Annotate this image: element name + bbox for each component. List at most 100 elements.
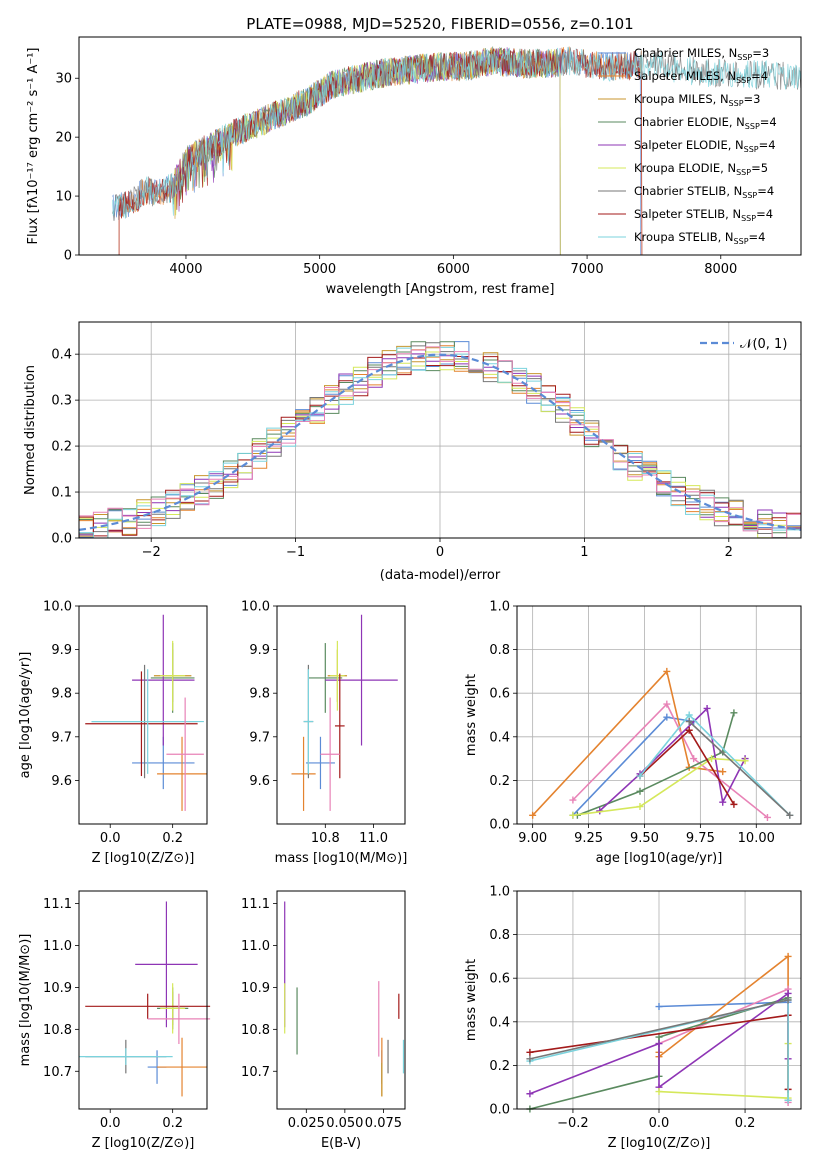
x-tick-label: 0.0: [100, 831, 121, 846]
axes-frame: [78, 605, 208, 825]
weight-marker: [730, 709, 738, 717]
x-tick-label: 0.2: [162, 1116, 183, 1131]
weight-marker: [655, 1003, 663, 1011]
y-axis-label: age [log10(age/yr)]: [18, 652, 33, 779]
weight-marker: [685, 726, 693, 734]
spectrum-legend: Chabrier MILES, NSSP=3 Salpeter MILES, NS…: [598, 46, 777, 246]
y-tick-label: 9.9: [249, 643, 270, 658]
weight-series-line: [688, 720, 791, 816]
y-tick-label: 0.6: [489, 972, 510, 987]
weight-marker: [685, 718, 693, 726]
x-tick-label: 4000: [169, 262, 202, 277]
y-tick-label: 0.4: [489, 1015, 510, 1030]
y-axis-label: mass weight: [464, 959, 479, 1041]
x-axis-label: E(B-V): [321, 1136, 361, 1151]
x-axis-label: Z [log10(Z/Z⊙)]: [608, 1136, 711, 1151]
y-tick-label: 0.2: [489, 774, 510, 789]
x-tick-label: 2: [725, 545, 733, 560]
legend-label: 𝒩(0, 1): [740, 337, 787, 352]
weight-marker: [703, 704, 711, 712]
x-tick-label: 0.0: [649, 1116, 670, 1131]
y-tick-label: 0.0: [51, 532, 72, 547]
weight-marker: [636, 772, 644, 780]
weight-marker: [636, 787, 644, 795]
legend-label: Salpeter ELODIE, NSSP=4: [634, 138, 776, 154]
weight-marker: [529, 811, 537, 819]
y-tick-label: 0.3: [51, 394, 72, 409]
y-tick-label: 9.6: [249, 774, 270, 789]
y-axis-label: mass weight: [464, 674, 479, 756]
weight-marker: [690, 755, 698, 763]
weight-series-line: [572, 757, 746, 817]
y-tick-label: 10.0: [43, 600, 72, 615]
x-tick-label: 0.2: [735, 1116, 756, 1131]
residual-histogram-panel: −2 −1 0 1 2 0.0 0.1 0.2 0.3 0.4 (data-model)/error…: [23, 321, 802, 583]
y-axis-label: mass [log10(M/M⊙)]: [18, 934, 33, 1067]
x-tick-label: 6000: [437, 262, 470, 277]
legend-label: Chabrier MILES, NSSP=3: [634, 46, 769, 62]
weight-marker: [784, 989, 792, 997]
y-tick-label: 0.2: [51, 440, 72, 455]
weight-marker: [719, 798, 727, 806]
y-tick-label: 9.9: [51, 643, 72, 658]
weight-marker: [655, 1033, 663, 1041]
spectrum-lines: [112, 46, 801, 255]
y-tick-label: 0.8: [489, 928, 510, 943]
axes-frame: [516, 605, 802, 825]
normal-reference-curve: [78, 353, 802, 531]
x-tick-label: −2: [142, 545, 161, 560]
y-tick-label: 11.0: [43, 939, 72, 954]
y-tick-label: 10.7: [43, 1065, 72, 1080]
y-tick-label: 9.8: [249, 687, 270, 702]
x-axis-label: age [log10(age/yr)]: [596, 851, 723, 866]
axes-frame: [276, 605, 406, 825]
x-tick-label: 1: [580, 545, 588, 560]
y-axis-label: Normed distribution: [23, 365, 38, 495]
weight-marker: [763, 813, 771, 821]
x-tick-label: 0.0: [100, 1116, 121, 1131]
y-tick-label: 10.8: [43, 1023, 72, 1038]
y-tick-label: 10.9: [241, 981, 270, 996]
weight-vs-age-panel: 9.00 9.25 9.50 9.75 10.00 0.0 0.2 0.4 0.6 0.8 1.0 a…: [464, 600, 802, 866]
weight-marker: [526, 1055, 534, 1063]
x-axis-label: wavelength [Angstrom, rest frame]: [326, 282, 555, 297]
x-tick-label: 0: [436, 545, 444, 560]
weight-marker: [655, 1040, 663, 1048]
legend-label: Chabrier STELIB, NSSP=4: [634, 184, 774, 200]
x-tick-label: 8000: [704, 262, 737, 277]
weight-marker: [655, 1088, 663, 1096]
y-tick-label: 10.0: [241, 600, 270, 615]
weight-series-line: [529, 999, 789, 1060]
x-tick-label: 0.050: [326, 1116, 363, 1131]
y-tick-label: 9.7: [51, 730, 72, 745]
y-tick-label: 9.7: [249, 730, 270, 745]
y-tick-label: 11.1: [241, 897, 270, 912]
x-tick-label: 10.8: [311, 831, 340, 846]
x-tick-label: 0.2: [162, 831, 183, 846]
y-tick-label: 0.0: [489, 818, 510, 833]
y-tick-label: 0.1: [51, 486, 72, 501]
x-tick-label: −0.2: [557, 1116, 589, 1131]
weight-vs-metallicity-panel: −0.2 0.0 0.2 0.0 0.2 0.4 0.6 0.8 1.0 Z [log10(Z/Z…: [464, 885, 802, 1151]
axes-frame: [78, 36, 802, 256]
weight-marker: [526, 1048, 534, 1056]
weight-marker: [569, 811, 577, 819]
figure-title: PLATE=0988, MJD=52520, FIBERID=0556, z=0…: [246, 15, 633, 33]
y-tick-label: 0.4: [489, 730, 510, 745]
legend-label: Kroupa STELIB, NSSP=4: [634, 230, 765, 246]
legend-label: Salpeter MILES, NSSP=4: [634, 69, 768, 85]
y-tick-label: 9.6: [51, 774, 72, 789]
histogram-series: [79, 354, 801, 537]
y-tick-label: 10.8: [241, 1023, 270, 1038]
y-tick-label: 0.4: [51, 348, 72, 363]
x-tick-label: 10.00: [738, 831, 775, 846]
weight-marker: [786, 811, 794, 819]
spectrum-series: [112, 46, 801, 219]
x-axis-label: Z [log10(Z/Z⊙)]: [92, 851, 195, 866]
y-tick-label: 0.0: [489, 1103, 510, 1118]
weight-marker: [663, 700, 671, 708]
spectrum-series: [172, 47, 561, 255]
axes-frame: [78, 890, 208, 1110]
weight-marker: [636, 803, 644, 811]
